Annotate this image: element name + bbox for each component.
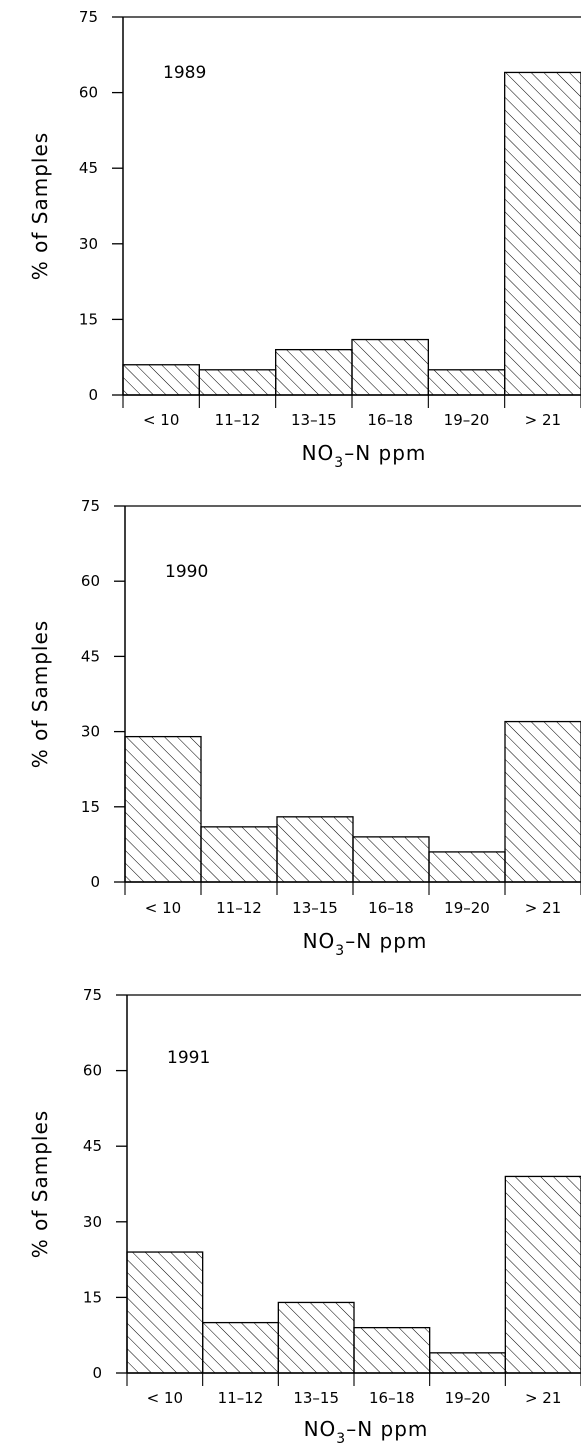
bar-1991-2	[202, 1321, 279, 1374]
bar-1989-2	[198, 369, 277, 396]
bar-1989-6	[504, 71, 581, 396]
x-tick-label: 19–20	[445, 1389, 491, 1407]
bar-1990-1	[124, 735, 202, 883]
x-axis-label-main: NO	[304, 1417, 337, 1441]
x-axis-label: NO3–N ppm	[303, 929, 428, 959]
x-tick-label: 19–20	[444, 899, 490, 917]
x-axis-label-main: NO	[302, 441, 335, 465]
y-tick-label: 60	[83, 1062, 102, 1080]
x-tick-label: 11–12	[216, 899, 262, 917]
x-tick-label: > 21	[525, 411, 561, 429]
x-tick-label: 16–18	[367, 411, 413, 429]
x-axis-label-rest: –N ppm	[345, 929, 427, 953]
x-tick-label: < 10	[143, 411, 179, 429]
y-axis-label: % of Samples	[28, 132, 52, 280]
bar-1989-3	[275, 348, 353, 396]
bar-1990-6	[504, 720, 581, 883]
x-tick-label: > 21	[525, 1389, 561, 1407]
bar-1991-1	[126, 1251, 204, 1374]
x-axis-label: NO3–N ppm	[304, 1417, 429, 1446]
panel-1991: 0 15 30 45 60 75 < 10 11–12 13–15 16–18 19–20 > 21 1…	[28, 986, 581, 1447]
bar-1991-6	[504, 1175, 581, 1374]
bar-1991-3	[277, 1301, 355, 1374]
x-axis-label-subscript: 3	[334, 455, 344, 471]
x-tick-label: < 10	[145, 899, 181, 917]
y-tick-label: 0	[90, 873, 100, 891]
year-annotation: 1989	[163, 63, 206, 83]
x-tick-label: 19–20	[444, 411, 490, 429]
x-tick-label: > 21	[525, 899, 561, 917]
y-tick-label: 75	[83, 986, 102, 1004]
bar-1991-5	[429, 1352, 506, 1374]
bar-1990-5	[428, 851, 506, 883]
x-tick-label: 16–18	[369, 1389, 415, 1407]
x-axis-label-rest: –N ppm	[346, 1417, 428, 1441]
y-tick-label: 30	[83, 1213, 102, 1231]
y-tick-label: 75	[79, 8, 98, 26]
y-tick-label: 60	[81, 572, 100, 590]
y-tick-label: 0	[88, 386, 98, 404]
x-tick-label: 11–12	[218, 1389, 264, 1407]
year-annotation: 1990	[165, 562, 208, 582]
bar-1989-4	[351, 338, 429, 396]
x-tick-label: < 10	[147, 1389, 183, 1407]
bar-1989-1	[122, 364, 200, 396]
x-tick-label: 16–18	[368, 899, 414, 917]
x-tick-label: 13–15	[291, 411, 337, 429]
y-tick-label: 15	[81, 798, 100, 816]
bar-1990-3	[276, 816, 354, 883]
y-tick-label: 0	[92, 1364, 102, 1382]
y-tick-label: 45	[79, 159, 98, 177]
x-axis-label-main: NO	[303, 929, 336, 953]
bar-1990-4	[352, 836, 430, 883]
y-tick-label: 30	[79, 235, 98, 253]
x-axis-label-rest: –N ppm	[344, 441, 426, 465]
y-tick-label: 15	[79, 310, 98, 328]
x-axis-label: NO3–N ppm	[302, 441, 427, 471]
bar-1990-2	[200, 826, 278, 883]
y-tick-label: 15	[83, 1288, 102, 1306]
y-tick-label: 45	[81, 647, 100, 665]
y-axis-label: % of Samples	[28, 620, 52, 768]
bar-1991-4	[353, 1326, 431, 1374]
x-tick-label: 11–12	[215, 411, 261, 429]
y-tick-label: 75	[81, 497, 100, 515]
year-annotation: 1991	[167, 1048, 210, 1068]
x-tick-label: 13–15	[292, 899, 338, 917]
y-tick-label: 45	[83, 1137, 102, 1155]
x-axis-label-subscript: 3	[336, 1431, 346, 1446]
panel-1990: 0 15 30 45 60 75 < 10 11–12 13–15 16–18 19–20 > 21 1…	[28, 497, 581, 959]
panel-1989: 0 15 30 45 60 75 < 10 11–12 13–15 16–18 19–20 > 21 1…	[28, 8, 581, 471]
y-axis-label: % of Samples	[28, 1110, 52, 1258]
y-tick-label: 60	[79, 84, 98, 102]
x-tick-label: 13–15	[293, 1389, 339, 1407]
bar-1989-5	[427, 369, 506, 396]
y-tick-label: 30	[81, 723, 100, 741]
x-axis-label-subscript: 3	[335, 943, 345, 959]
